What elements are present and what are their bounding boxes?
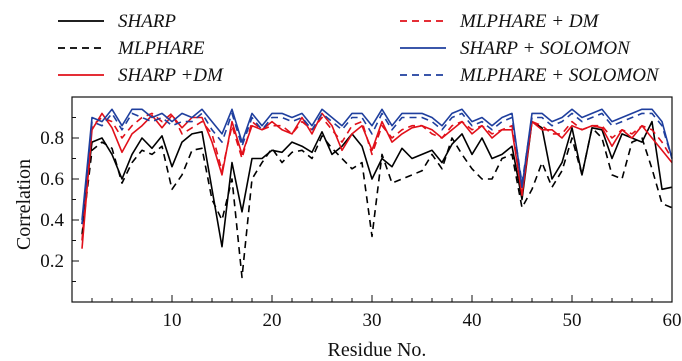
legend: SHARP MLPHARE SHARP +DM MLPHARE + DM SHARP +… <box>58 11 660 86</box>
series-line-6 <box>81 112 673 225</box>
legend-label: SHARP + SOLOMON <box>460 38 631 59</box>
x-tick-label: 40 <box>463 310 482 331</box>
y-tick-label: 0.2 <box>40 251 64 272</box>
x-tick-label: 20 <box>263 310 282 331</box>
legend-label: MLPHARE + SOLOMON <box>459 65 660 86</box>
x-tick-label: 10 <box>163 310 182 331</box>
legend-label: SHARP <box>118 11 176 32</box>
series-line-1 <box>81 120 673 248</box>
y-tick-label: 0.8 <box>40 128 64 149</box>
y-tick-label: 0.4 <box>40 210 64 231</box>
series-line-3 <box>81 112 673 249</box>
x-tick-label: 50 <box>563 310 582 331</box>
series-line-2 <box>81 127 673 279</box>
series-line-4 <box>81 112 673 241</box>
x-tick-label: 60 <box>663 310 682 331</box>
legend-label: MLPHARE <box>117 38 205 59</box>
y-axis-label: Correlation <box>13 159 35 250</box>
legend-label: MLPHARE + DM <box>459 11 600 32</box>
legend-label: SHARP +DM <box>118 65 224 86</box>
y-tick-label: 0.6 <box>40 169 64 190</box>
plot-area <box>81 108 673 279</box>
axes: 10 20 30 40 50 60 0.2 0.4 0.6 0.8 Residue No. Corre… <box>13 96 682 361</box>
x-tick-label: 30 <box>363 310 382 331</box>
series-line-5 <box>81 108 673 221</box>
x-axis-label: Residue No. <box>328 339 427 361</box>
